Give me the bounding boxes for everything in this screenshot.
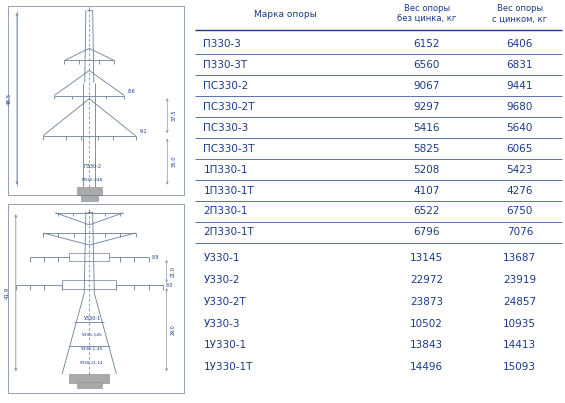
Text: 8.0: 8.0 [166, 283, 173, 288]
Text: 22972: 22972 [410, 275, 443, 285]
Text: 6560: 6560 [414, 60, 440, 70]
Text: П330-3: П330-3 [203, 39, 241, 49]
Text: 4107: 4107 [414, 185, 440, 195]
Text: 23919: 23919 [503, 275, 536, 285]
Text: ПС330-2: ПС330-2 [203, 81, 249, 91]
Text: 15093: 15093 [503, 362, 536, 372]
Text: 35.0: 35.0 [172, 156, 176, 167]
Text: 1П330-1: 1П330-1 [203, 164, 248, 174]
Text: 1У330-1: 1У330-1 [203, 340, 246, 350]
Bar [8, 204, 184, 393]
Text: 6831: 6831 [507, 60, 533, 70]
Text: 14413: 14413 [503, 340, 536, 350]
Text: ПС330-2Т: ПС330-2Т [203, 102, 255, 112]
Text: 5640: 5640 [507, 123, 533, 133]
Text: 13145: 13145 [410, 253, 443, 263]
Text: У330-2: У330-2 [203, 275, 240, 285]
Bar [62, 280, 116, 289]
Text: Марка опоры: Марка опоры [254, 10, 317, 19]
Text: 24857: 24857 [503, 297, 536, 307]
Text: 5825: 5825 [414, 143, 440, 154]
Text: 1П330-1Т: 1П330-1Т [203, 185, 254, 195]
Text: 9441: 9441 [507, 81, 533, 91]
Text: 8.9: 8.9 [151, 255, 159, 260]
Text: У330-2Т: У330-2Т [203, 297, 246, 307]
Text: 10502: 10502 [410, 318, 443, 328]
Text: 9067: 9067 [414, 81, 440, 91]
Text: 37.5: 37.5 [172, 110, 176, 121]
Bar [81, 195, 98, 201]
Text: 9.1: 9.1 [140, 129, 147, 134]
Text: 21.0: 21.0 [171, 266, 175, 276]
Text: 1У330-1Т: 1У330-1Т [203, 362, 253, 372]
Bar [8, 6, 184, 195]
Text: Вес опоры
с цинком, кг: Вес опоры с цинком, кг [492, 4, 547, 24]
Text: 6522: 6522 [414, 206, 440, 216]
Bar [77, 382, 102, 388]
Text: 13687: 13687 [503, 253, 536, 263]
Text: 29.0: 29.0 [171, 324, 175, 335]
Text: 5208: 5208 [414, 164, 440, 174]
Text: 9680: 9680 [507, 102, 533, 112]
Text: 6750: 6750 [507, 206, 533, 216]
Text: 8.6: 8.6 [127, 89, 135, 94]
Text: 6406: 6406 [507, 39, 533, 49]
Text: 2П330-1: 2П330-1 [203, 206, 248, 216]
Text: 7076: 7076 [507, 227, 533, 237]
Text: 10935: 10935 [503, 318, 536, 328]
Bar [69, 374, 109, 383]
Text: Вес опоры
без цинка, кг: Вес опоры без цинка, кг [397, 4, 456, 24]
Text: 5423: 5423 [507, 164, 533, 174]
Text: У330-145: У330-145 [82, 333, 102, 337]
Text: 6796: 6796 [414, 227, 440, 237]
Text: 4276: 4276 [507, 185, 533, 195]
Text: У330-1-45: У330-1-45 [81, 347, 103, 351]
Text: 23873: 23873 [410, 297, 443, 307]
Text: У330-11-14: У330-11-14 [80, 361, 104, 365]
Text: ПС330-3Т: ПС330-3Т [203, 143, 255, 154]
Text: 9297: 9297 [414, 102, 440, 112]
Text: У330-1: У330-1 [84, 316, 101, 320]
Text: 13843: 13843 [410, 340, 443, 350]
Text: ПС330-3: ПС330-3 [203, 123, 249, 133]
Text: У330-1: У330-1 [203, 253, 240, 263]
Text: П330-3Т: П330-3Т [203, 60, 247, 70]
Text: 41.9: 41.9 [5, 287, 10, 299]
Text: П330-248: П330-248 [81, 178, 103, 182]
Text: 48.5: 48.5 [7, 93, 11, 105]
Text: П330-2: П330-2 [83, 164, 101, 169]
Text: У330-3: У330-3 [203, 318, 240, 328]
Text: 6065: 6065 [507, 143, 533, 154]
Text: 6152: 6152 [414, 39, 440, 49]
Bar [69, 253, 109, 261]
Text: 14496: 14496 [410, 362, 443, 372]
Text: 2П330-1Т: 2П330-1Т [203, 227, 254, 237]
Bar [77, 187, 102, 195]
Text: 5416: 5416 [414, 123, 440, 133]
